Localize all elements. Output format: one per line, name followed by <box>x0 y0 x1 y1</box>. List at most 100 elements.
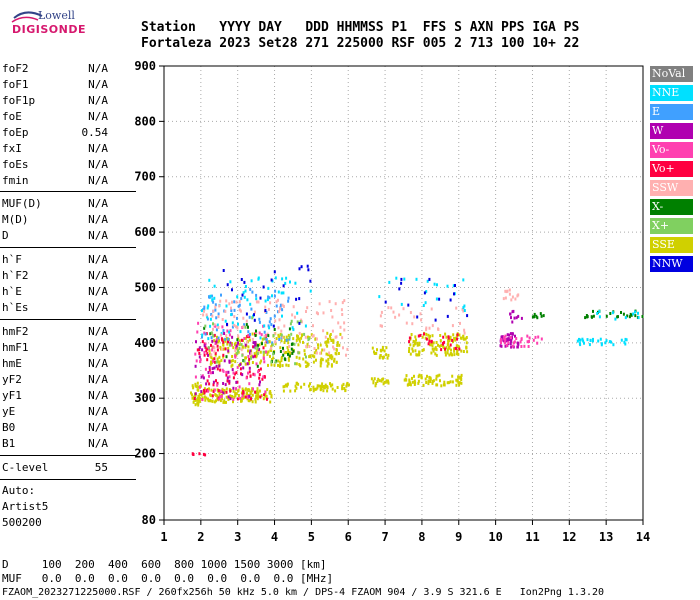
echo-point <box>227 340 229 344</box>
echo-point <box>236 338 239 342</box>
echo-point <box>223 359 226 363</box>
param-value: 55 <box>94 461 108 474</box>
param-value: N/A <box>88 158 108 171</box>
echo-point <box>434 346 437 350</box>
echo-point <box>221 368 224 372</box>
echo-point <box>428 337 431 340</box>
echo-point <box>420 318 423 322</box>
echo-point <box>212 309 215 313</box>
echo-point <box>312 324 314 328</box>
echo-point <box>295 362 298 366</box>
echo-point <box>416 315 419 319</box>
echo-point <box>273 363 276 367</box>
echo-point <box>435 348 438 352</box>
echo-point <box>290 332 293 336</box>
param-separator <box>0 247 136 248</box>
echo-point <box>203 307 206 311</box>
echo-point <box>462 335 465 339</box>
echo-point <box>198 396 201 400</box>
echo-point <box>446 381 449 385</box>
echo-point <box>227 397 230 401</box>
echo-point <box>249 349 252 353</box>
echo-point <box>438 297 441 301</box>
y-tick-label: 700 <box>134 170 156 184</box>
echo-point <box>309 279 312 283</box>
echo-point <box>257 344 259 348</box>
echo-point <box>216 381 219 385</box>
echo-point <box>297 382 300 386</box>
echo-point <box>430 307 433 311</box>
legend-entry: NoVal <box>650 66 693 82</box>
echo-point <box>216 323 219 327</box>
echo-point <box>196 330 199 334</box>
echo-point <box>600 343 603 347</box>
echo-point <box>375 382 378 385</box>
echo-point <box>265 310 268 314</box>
echo-point <box>282 389 285 393</box>
echo-point <box>620 338 623 342</box>
echo-point <box>292 349 295 353</box>
echo-point <box>429 377 432 381</box>
echo-point <box>247 334 250 337</box>
echo-point <box>432 379 435 383</box>
echo-point <box>315 351 318 355</box>
echo-point <box>510 345 513 349</box>
echo-point <box>225 334 228 338</box>
echo-point <box>243 323 246 327</box>
echo-point <box>235 387 238 391</box>
echo-point <box>278 338 281 341</box>
echo-point <box>288 345 291 348</box>
y-tick-label: 800 <box>134 114 156 128</box>
echo-point <box>221 318 224 321</box>
echo-point <box>253 318 256 322</box>
legend-entry: SSE <box>650 237 693 253</box>
param-value: N/A <box>88 94 108 107</box>
echo-point <box>280 333 283 337</box>
echo-point <box>586 315 588 319</box>
echo-point <box>239 396 242 400</box>
echo-point <box>240 372 242 376</box>
echo-point <box>273 332 276 336</box>
echo-point <box>311 354 314 358</box>
echo-point <box>278 335 281 339</box>
echo-point <box>311 334 314 338</box>
echo-point <box>408 383 411 386</box>
echo-point <box>222 382 225 385</box>
echo-point <box>503 341 506 345</box>
echo-point <box>335 360 338 364</box>
echo-point <box>222 343 225 347</box>
param-name: h`E <box>2 285 22 298</box>
echo-point <box>443 340 446 344</box>
echo-point <box>285 335 288 339</box>
echo-point <box>432 349 435 353</box>
x-tick-label: 10 <box>488 530 502 544</box>
echo-point <box>400 302 403 306</box>
echo-point <box>267 286 270 290</box>
echo-point <box>244 345 247 349</box>
echo-point <box>328 300 331 304</box>
echo-point <box>598 310 601 313</box>
param-value: N/A <box>88 110 108 123</box>
echo-point <box>305 345 308 349</box>
echo-point <box>341 387 344 391</box>
header-row-2: Fortaleza 2023 Set28 271 225000 RSF 005 … <box>141 36 580 51</box>
echo-point <box>335 348 338 351</box>
echo-point <box>266 352 269 356</box>
echo-point <box>332 345 334 349</box>
echo-point <box>457 375 460 379</box>
echo-point <box>237 334 240 338</box>
echo-point <box>243 337 246 340</box>
echo-point <box>198 393 201 397</box>
echo-point <box>256 346 259 350</box>
echo-point <box>207 389 210 393</box>
echo-point <box>241 387 244 391</box>
echo-point <box>214 360 216 364</box>
echo-point <box>331 383 334 387</box>
echo-point <box>245 323 248 327</box>
echo-point <box>248 357 251 361</box>
echo-point <box>240 338 243 342</box>
echo-point <box>293 315 296 319</box>
echo-point <box>258 317 261 321</box>
echo-point <box>280 339 283 343</box>
param-row: fmin N/A <box>2 174 108 187</box>
